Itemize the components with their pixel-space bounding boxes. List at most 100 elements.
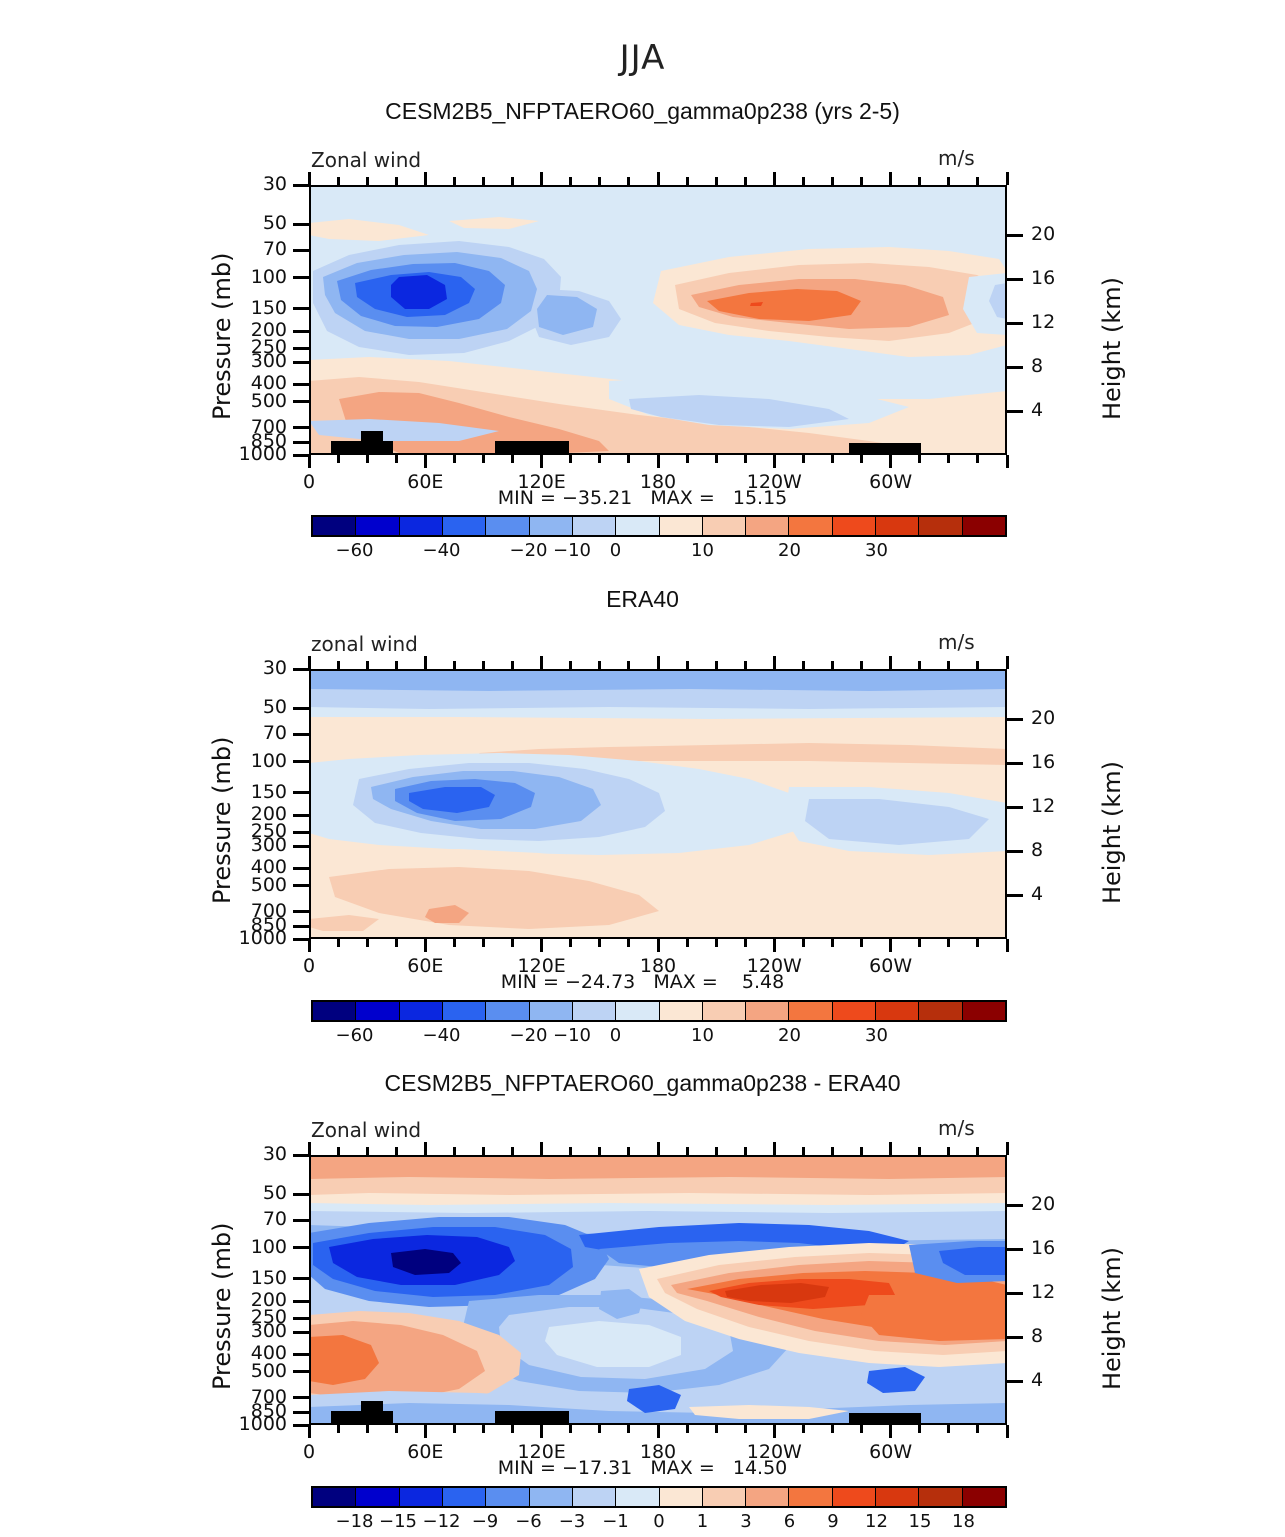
field-label-model: Zonal wind bbox=[311, 148, 422, 172]
panel-title-obs: ERA40 bbox=[606, 586, 679, 612]
axis-tick bbox=[293, 884, 309, 888]
pressure-tick-label: 700 bbox=[250, 899, 287, 922]
axis-tick bbox=[743, 177, 747, 185]
axis-tick bbox=[423, 939, 427, 952]
axis-tick bbox=[293, 1192, 309, 1196]
x-tick-label: 120W bbox=[746, 1441, 802, 1463]
colorbar-swatch bbox=[313, 517, 356, 535]
axis-tick bbox=[801, 1425, 805, 1433]
axis-tick bbox=[293, 400, 309, 404]
height-tick-label: 4 bbox=[1031, 1369, 1044, 1391]
axis-tick bbox=[685, 177, 689, 185]
axis-tick bbox=[947, 177, 951, 185]
x-tick-label: 60W bbox=[869, 1441, 913, 1463]
axis-tick bbox=[293, 248, 309, 252]
colorbar-swatch bbox=[615, 1002, 659, 1020]
colorbar-swatch bbox=[961, 1002, 1005, 1020]
axis-tick bbox=[394, 939, 398, 947]
colorbar-swatch bbox=[398, 1002, 442, 1020]
colorbar-tick-label: −15 bbox=[379, 1511, 417, 1532]
colorbar-tick-label: −10 bbox=[553, 1025, 591, 1046]
axis-tick bbox=[685, 661, 689, 669]
colorbar-tick-label: −60 bbox=[335, 1025, 374, 1046]
colorbar-swatch bbox=[355, 1488, 399, 1506]
axis-tick bbox=[947, 661, 951, 669]
axis-tick bbox=[423, 1425, 427, 1438]
axis-tick bbox=[540, 939, 544, 952]
plot-area-obs bbox=[309, 669, 1007, 939]
pressure-tick-label: 1000 bbox=[238, 927, 287, 949]
colorbar-swatch bbox=[441, 1488, 486, 1506]
colorbar-swatch bbox=[658, 517, 702, 535]
axis-tick bbox=[452, 939, 456, 947]
minmax-model: MIN = −35.21 MAX = 15.15 bbox=[497, 487, 788, 509]
colorbar-tick-label: −40 bbox=[422, 540, 461, 561]
field-label-diff: Zonal wind bbox=[311, 1118, 422, 1142]
colorbar-tick-label: −1 bbox=[602, 1511, 629, 1532]
axis-tick bbox=[714, 939, 718, 947]
axis-tick bbox=[293, 382, 309, 386]
axis-tick bbox=[423, 656, 427, 669]
colorbar-tick-label: −20 bbox=[509, 540, 548, 561]
axis-tick bbox=[293, 1410, 309, 1414]
axis-tick bbox=[293, 732, 309, 736]
colorbar-swatch bbox=[961, 517, 1005, 535]
axis-tick bbox=[423, 1142, 427, 1155]
colorbar-swatch bbox=[571, 1002, 616, 1020]
axis-tick bbox=[293, 937, 309, 941]
axis-tick bbox=[569, 939, 573, 947]
axis-tick bbox=[627, 661, 631, 669]
panel-title-model: CESM2B5_NFPTAERO60_gamma0p238 (yrs 2-5) bbox=[385, 98, 900, 124]
axis-tick bbox=[598, 661, 602, 669]
axis-tick bbox=[743, 661, 747, 669]
pressure-tick-label: 100 bbox=[250, 265, 287, 288]
axis-tick bbox=[772, 1425, 776, 1438]
axis-tick bbox=[627, 1425, 631, 1433]
axis-tick bbox=[365, 661, 369, 669]
colorbar-swatch bbox=[745, 517, 789, 535]
axis-tick bbox=[293, 1246, 309, 1250]
colorbar-swatch bbox=[831, 1488, 876, 1506]
plot-area-diff bbox=[309, 1155, 1007, 1425]
colorbar-swatch bbox=[398, 517, 442, 535]
axis-tick bbox=[1007, 1379, 1023, 1383]
axis-tick bbox=[293, 426, 309, 430]
axis-tick bbox=[1005, 1425, 1009, 1438]
axis-tick bbox=[656, 455, 660, 468]
axis-tick bbox=[918, 939, 922, 947]
axis-tick bbox=[801, 177, 805, 185]
x-tick-label: 0 bbox=[302, 955, 316, 977]
pressure-tick-label: 300 bbox=[250, 1320, 287, 1343]
pressure-tick-label: 300 bbox=[250, 834, 287, 857]
pressure-tick-label: 850 bbox=[250, 914, 287, 937]
axis-tick bbox=[511, 177, 515, 185]
axis-tick bbox=[860, 939, 864, 947]
pressure-tick-label: 250 bbox=[250, 1306, 287, 1329]
axis-tick bbox=[627, 939, 631, 947]
x-tick-label: 0 bbox=[302, 1441, 316, 1463]
axis-tick bbox=[293, 1153, 309, 1157]
axis-tick bbox=[801, 455, 805, 463]
pressure-tick-label: 500 bbox=[250, 389, 287, 412]
colorbar-tick-label: −20 bbox=[509, 1025, 548, 1046]
x-tick-label: 120E bbox=[517, 471, 566, 493]
axis-tick bbox=[293, 706, 309, 710]
axis-tick bbox=[511, 455, 515, 463]
units-label-obs: m/s bbox=[938, 630, 975, 654]
colorbar-swatch bbox=[398, 1488, 442, 1506]
pressure-tick-label: 400 bbox=[250, 856, 287, 879]
pressure-tick-label: 700 bbox=[250, 1385, 287, 1408]
axis-tick bbox=[452, 455, 456, 463]
axis-tick bbox=[831, 661, 834, 669]
pressure-tick-label: 700 bbox=[250, 415, 287, 438]
pressure-tick-label: 400 bbox=[250, 1342, 287, 1365]
height-tick-label: 8 bbox=[1031, 355, 1044, 377]
pressure-tick-label: 200 bbox=[250, 1289, 287, 1312]
colorbar-swatch bbox=[875, 517, 919, 535]
colorbar-swatch bbox=[701, 1488, 746, 1506]
axis-tick bbox=[976, 661, 980, 669]
axis-tick bbox=[569, 455, 573, 463]
axis-tick bbox=[365, 177, 369, 185]
pressure-tick-label: 70 bbox=[262, 1208, 287, 1231]
